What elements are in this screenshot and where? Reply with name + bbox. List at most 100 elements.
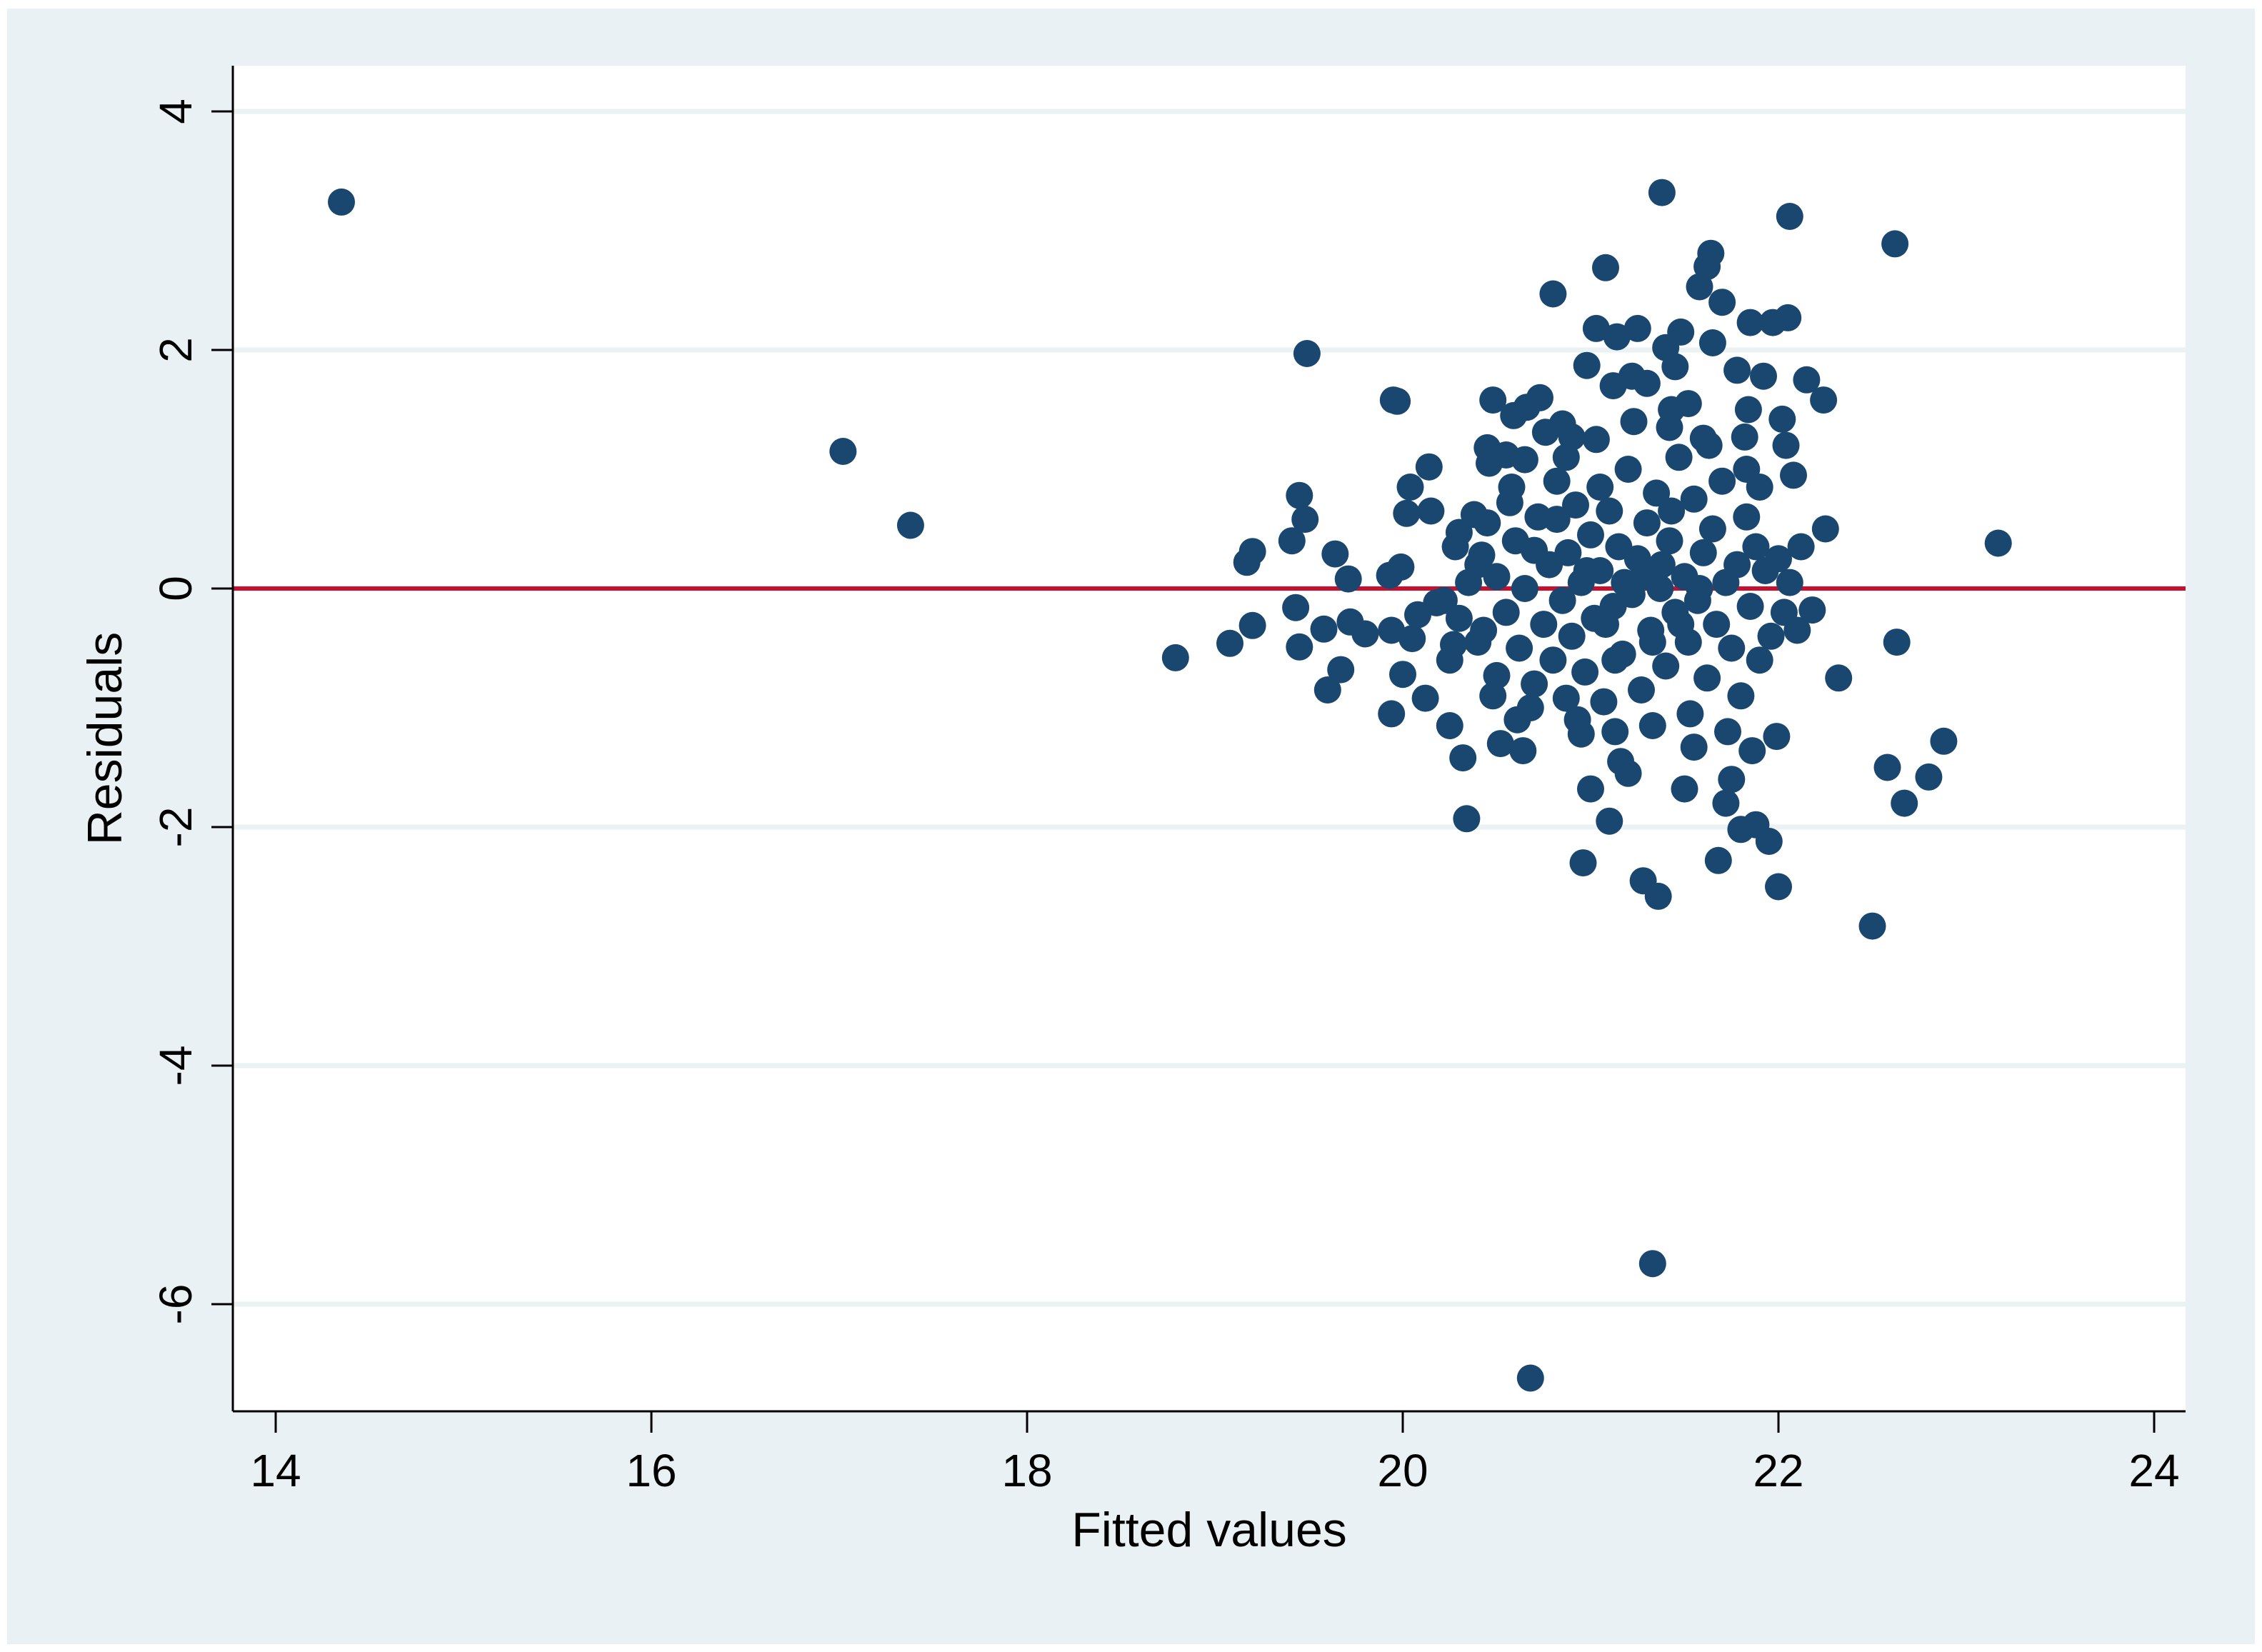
data-point bbox=[1776, 569, 1803, 596]
data-point bbox=[1680, 734, 1708, 761]
data-point bbox=[1449, 744, 1477, 772]
data-point bbox=[1590, 688, 1618, 716]
data-point bbox=[1638, 629, 1666, 656]
data-point bbox=[1776, 203, 1803, 230]
data-point bbox=[1479, 386, 1507, 414]
data-point bbox=[1396, 474, 1424, 501]
data-point bbox=[1703, 611, 1731, 639]
data-point bbox=[1511, 446, 1538, 474]
scatter-points bbox=[328, 179, 2012, 1392]
data-point bbox=[1398, 625, 1426, 653]
data-point bbox=[1930, 727, 1958, 755]
data-point bbox=[1592, 611, 1619, 639]
data-point bbox=[1810, 386, 1838, 414]
data-point bbox=[1733, 503, 1761, 531]
data-point bbox=[1569, 849, 1597, 877]
data-point bbox=[1698, 329, 1726, 356]
data-point bbox=[1763, 723, 1791, 751]
data-point bbox=[1327, 656, 1355, 684]
y-tick-label: -2 bbox=[150, 807, 201, 848]
data-point bbox=[896, 511, 924, 539]
data-point bbox=[1667, 318, 1695, 346]
data-point bbox=[1984, 529, 2012, 557]
x-tick-label: 18 bbox=[1001, 1445, 1052, 1496]
y-tick-label: -4 bbox=[150, 1046, 201, 1086]
data-point bbox=[1736, 309, 1764, 336]
data-point bbox=[1891, 789, 1918, 817]
data-point bbox=[1667, 611, 1695, 639]
data-point bbox=[1768, 405, 1796, 433]
x-tick-label: 16 bbox=[626, 1445, 676, 1496]
data-point bbox=[1539, 280, 1567, 308]
data-point bbox=[1453, 805, 1481, 833]
data-point bbox=[1573, 351, 1601, 379]
data-point bbox=[1680, 485, 1708, 513]
data-point bbox=[1765, 873, 1792, 901]
data-point bbox=[1563, 706, 1591, 734]
data-point bbox=[1470, 616, 1498, 644]
data-point bbox=[1638, 712, 1666, 739]
data-point bbox=[1727, 682, 1755, 710]
data-point bbox=[1571, 658, 1599, 686]
y-tick-label: 0 bbox=[150, 576, 201, 601]
data-point bbox=[1704, 846, 1732, 874]
data-point bbox=[1712, 789, 1740, 817]
data-point bbox=[1539, 646, 1567, 674]
data-point bbox=[1351, 620, 1379, 648]
data-point bbox=[1658, 396, 1686, 424]
data-point bbox=[1644, 882, 1672, 910]
data-point bbox=[1486, 730, 1514, 758]
data-point bbox=[1656, 527, 1683, 555]
data-point bbox=[1293, 340, 1321, 367]
data-point bbox=[1793, 366, 1821, 394]
data-point bbox=[1770, 599, 1798, 626]
data-point bbox=[328, 188, 355, 216]
x-tick-label: 14 bbox=[250, 1445, 301, 1496]
data-point bbox=[1614, 759, 1642, 787]
y-tick-label: 2 bbox=[150, 337, 201, 363]
data-point bbox=[1521, 670, 1548, 698]
data-point bbox=[1161, 644, 1189, 671]
data-point bbox=[1620, 408, 1648, 436]
data-point bbox=[1693, 664, 1721, 692]
data-point bbox=[1436, 712, 1463, 739]
data-point bbox=[1883, 629, 1911, 656]
data-point bbox=[1825, 664, 1853, 692]
data-point bbox=[1798, 596, 1826, 624]
data-point bbox=[1638, 1250, 1666, 1278]
data-point bbox=[1278, 527, 1306, 555]
data-point bbox=[1216, 629, 1243, 657]
data-point bbox=[1291, 506, 1319, 534]
data-point bbox=[1714, 718, 1741, 746]
data-point bbox=[1313, 676, 1341, 704]
data-point bbox=[1658, 497, 1686, 525]
data-point bbox=[1516, 694, 1544, 721]
data-point bbox=[1310, 615, 1338, 643]
data-point bbox=[1633, 369, 1661, 397]
data-point bbox=[1648, 179, 1676, 206]
chart-frame: 14 16 18 20 22 24 4 2 0 -2 -4 -6 Fitted values Res… bbox=[7, 9, 2255, 1644]
data-point bbox=[1750, 362, 1777, 390]
data-point bbox=[1282, 594, 1310, 621]
data-point bbox=[1530, 611, 1558, 639]
data-point bbox=[1501, 527, 1529, 555]
data-point bbox=[1811, 515, 1839, 543]
data-point bbox=[1573, 557, 1601, 584]
data-point bbox=[1577, 521, 1604, 549]
data-point bbox=[1552, 444, 1580, 471]
data-point bbox=[1734, 396, 1762, 424]
data-point bbox=[1873, 754, 1901, 781]
data-point bbox=[1417, 497, 1445, 525]
y-axis-title: Residuals bbox=[78, 632, 132, 846]
data-point bbox=[1757, 622, 1785, 650]
data-point bbox=[1596, 497, 1623, 525]
data-point bbox=[1643, 479, 1671, 507]
data-point bbox=[1473, 509, 1501, 537]
data-point bbox=[1723, 551, 1751, 579]
data-point bbox=[1731, 423, 1758, 451]
data-point bbox=[1648, 551, 1676, 579]
plot-area bbox=[233, 66, 2186, 1411]
data-point bbox=[1689, 539, 1717, 566]
data-point bbox=[1708, 289, 1736, 316]
data-point bbox=[1723, 356, 1751, 384]
